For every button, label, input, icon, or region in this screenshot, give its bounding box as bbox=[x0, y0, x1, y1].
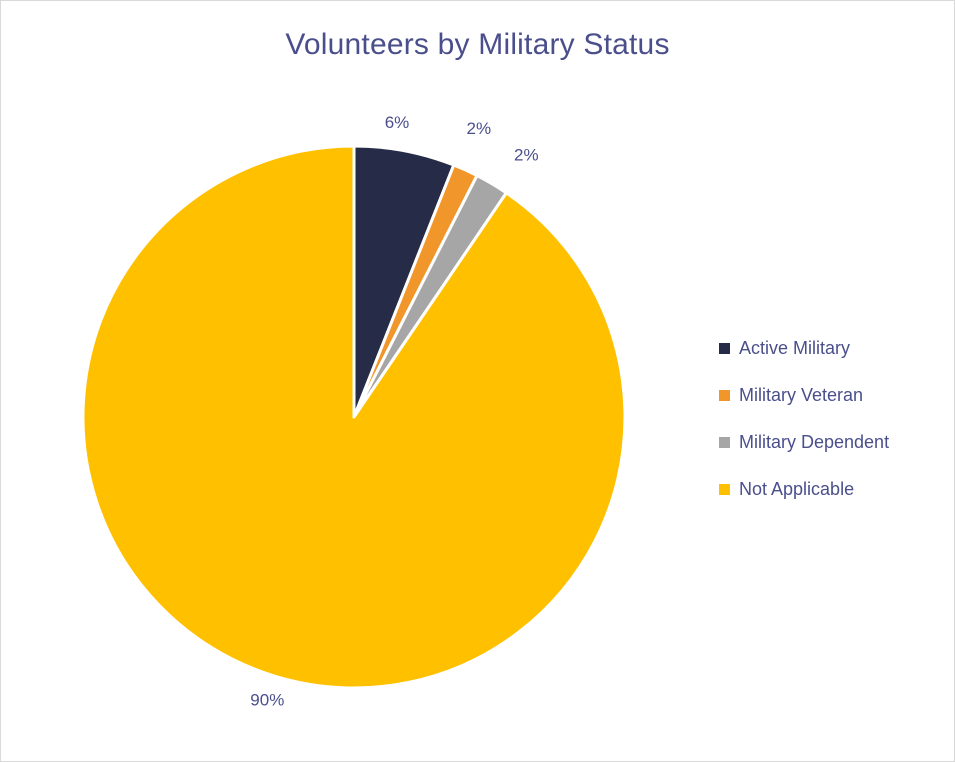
legend-item-not-applicable: Not Applicable bbox=[719, 477, 889, 501]
legend-swatch bbox=[719, 389, 730, 401]
legend-label: Military Veteran bbox=[739, 384, 864, 405]
pie-data-label: 6% bbox=[385, 113, 410, 132]
legend-item-military-dependent: Military Dependent bbox=[719, 430, 889, 454]
legend-item-military-veteran: Military Veteran bbox=[719, 383, 889, 407]
legend-swatch bbox=[719, 436, 730, 448]
legend-label: Active Military bbox=[739, 337, 851, 358]
legend-label: Not Applicable bbox=[739, 478, 855, 499]
pie-slice-not-applicable bbox=[81, 144, 627, 690]
pie-data-label: 90% bbox=[250, 690, 284, 709]
pie-data-label: 2% bbox=[467, 119, 492, 138]
legend-swatch bbox=[719, 483, 730, 495]
legend-item-active-military: Active Military bbox=[719, 336, 889, 360]
legend-swatch bbox=[719, 342, 730, 354]
pie-data-label: 2% bbox=[514, 145, 539, 164]
pie-data-labels: 6% 2% 2% 90% bbox=[250, 113, 538, 710]
chart-title: Volunteers by Military Status bbox=[285, 28, 670, 61]
pie-slices bbox=[81, 144, 627, 690]
legend-label: Military Dependent bbox=[739, 431, 890, 452]
chart-legend: Active Military Military Veteran Militar… bbox=[719, 336, 889, 524]
